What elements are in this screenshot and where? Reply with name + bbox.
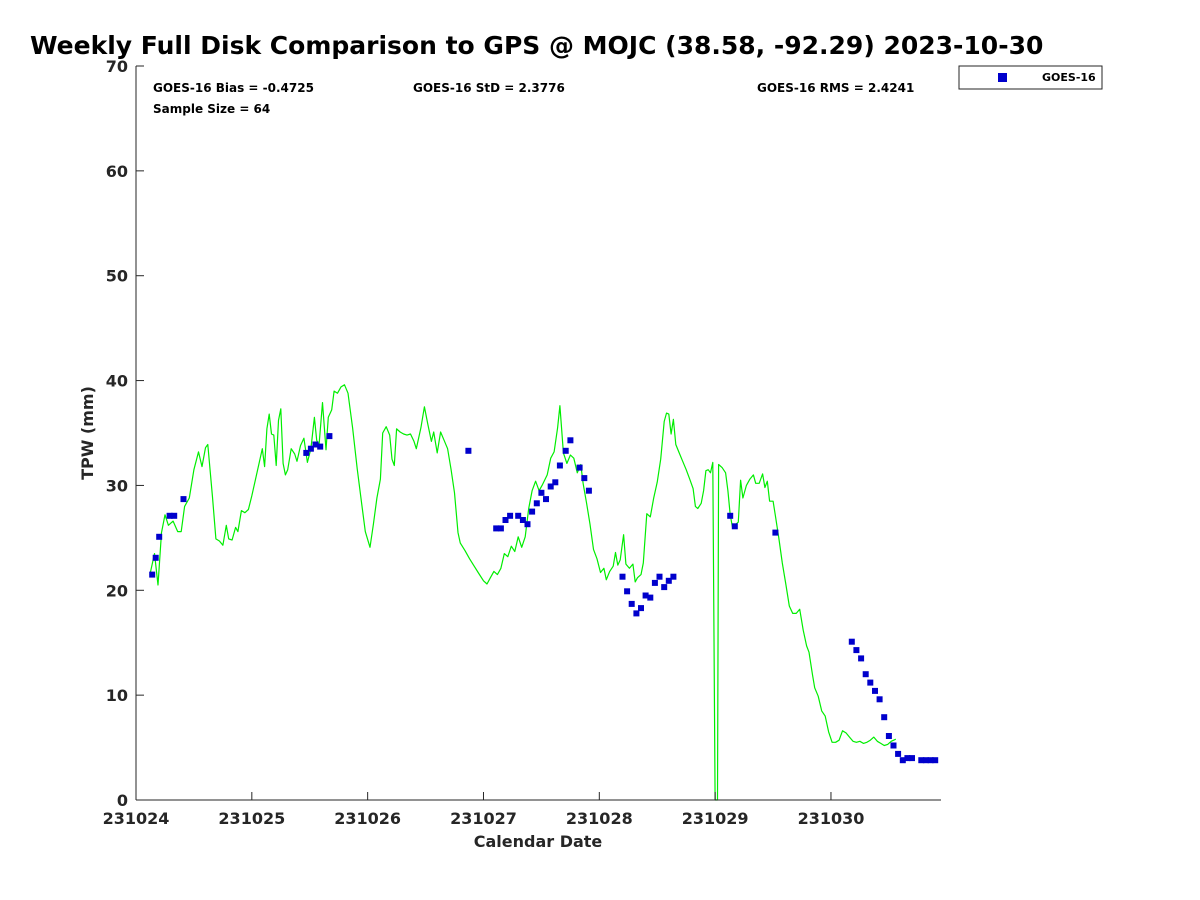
data-point-goes-16 bbox=[899, 757, 906, 764]
x-tick-label: 231027 bbox=[450, 809, 517, 828]
x-tick-label: 231030 bbox=[798, 809, 865, 828]
data-point-goes-16 bbox=[624, 588, 631, 595]
data-point-goes-16 bbox=[922, 757, 929, 764]
x-tick-label: 231024 bbox=[103, 809, 170, 828]
x-tick-label: 231029 bbox=[682, 809, 749, 828]
data-point-goes-16 bbox=[497, 525, 504, 532]
data-point-goes-16 bbox=[918, 757, 925, 764]
data-point-goes-16 bbox=[876, 696, 883, 703]
data-point-goes-16 bbox=[642, 592, 649, 599]
data-point-goes-16 bbox=[670, 573, 677, 580]
plot-area: 231024 231025 231026 231027 231028 231029 2310… bbox=[103, 57, 941, 828]
data-point-goes-16 bbox=[904, 755, 911, 762]
data-point-goes-16 bbox=[651, 579, 658, 586]
data-point-goes-16 bbox=[529, 508, 536, 515]
stat-bias: GOES-16 Bias = -0.4725 bbox=[153, 81, 314, 95]
data-point-goes-16 bbox=[581, 475, 588, 482]
data-point-goes-16 bbox=[647, 594, 654, 601]
data-point-goes-16 bbox=[932, 757, 939, 764]
data-point-goes-16 bbox=[576, 464, 583, 471]
y-tick-label: 60 bbox=[106, 162, 128, 181]
data-point-goes-16 bbox=[619, 573, 626, 580]
data-point-goes-16 bbox=[180, 496, 187, 503]
data-point-goes-16 bbox=[890, 742, 897, 749]
stat-std: GOES-16 StD = 2.3776 bbox=[413, 81, 565, 95]
data-point-goes-16 bbox=[152, 554, 159, 561]
data-point-goes-16 bbox=[507, 512, 514, 519]
data-point-goes-16 bbox=[638, 605, 644, 612]
data-point-goes-16 bbox=[633, 610, 640, 617]
data-point-goes-16 bbox=[727, 512, 734, 519]
data-point-goes-16 bbox=[538, 489, 545, 496]
data-point-goes-16 bbox=[848, 638, 855, 645]
data-point-goes-16 bbox=[665, 577, 672, 584]
legend-label-goes16: GOES-16 bbox=[1042, 71, 1096, 84]
ticks-layer: 231024 231025 231026 231027 231028 231029 2310… bbox=[103, 57, 865, 828]
data-point-goes-16 bbox=[317, 443, 324, 450]
data-point-goes-16 bbox=[661, 584, 668, 591]
legend: GOES-16 bbox=[958, 65, 1103, 90]
x-tick-label: 231028 bbox=[566, 809, 633, 828]
data-point-goes-16 bbox=[493, 525, 500, 532]
chart-title: Weekly Full Disk Comparison to GPS @ MOJ… bbox=[30, 31, 1043, 60]
stats-annotations: GOES-16 Bias = -0.4725 GOES-16 StD = 2.3… bbox=[153, 81, 914, 116]
data-point-goes-16 bbox=[171, 512, 178, 519]
data-point-goes-16 bbox=[858, 655, 865, 662]
data-point-goes-16 bbox=[533, 500, 540, 507]
data-point-goes-16 bbox=[312, 441, 319, 448]
data-point-goes-16 bbox=[853, 647, 860, 654]
stat-sample-size: Sample Size = 64 bbox=[153, 102, 270, 116]
data-point-goes-16 bbox=[502, 517, 509, 523]
data-point-goes-16 bbox=[562, 447, 569, 454]
data-point-goes-16 bbox=[867, 679, 874, 686]
y-tick-label: 10 bbox=[106, 686, 128, 705]
data-point-goes-16 bbox=[519, 517, 526, 523]
stat-rms: GOES-16 RMS = 2.4241 bbox=[757, 81, 914, 95]
legend-box bbox=[958, 65, 1103, 90]
data-point-goes-16 bbox=[552, 479, 559, 486]
y-tick-label: 30 bbox=[106, 476, 128, 495]
data-point-goes-16 bbox=[149, 571, 156, 578]
data-point-goes-16 bbox=[885, 733, 892, 739]
y-tick-label: 0 bbox=[117, 791, 128, 810]
y-tick-label: 50 bbox=[106, 267, 128, 286]
x-tick-label: 231026 bbox=[334, 809, 401, 828]
data-point-goes-16 bbox=[862, 671, 869, 678]
x-tick-label: 231025 bbox=[218, 809, 285, 828]
y-axis-label: TPW (mm) bbox=[78, 386, 97, 480]
data-point-goes-16 bbox=[524, 521, 531, 528]
data-point-goes-16 bbox=[628, 600, 635, 607]
data-point-goes-16 bbox=[909, 755, 915, 762]
data-point-goes-16 bbox=[772, 529, 779, 536]
data-point-goes-16 bbox=[881, 714, 888, 721]
data-point-goes-16 bbox=[656, 573, 663, 580]
x-axis-label: Calendar Date bbox=[474, 832, 603, 851]
data-point-goes-16 bbox=[872, 687, 878, 694]
plot-background bbox=[136, 66, 941, 800]
data-point-goes-16 bbox=[303, 449, 310, 456]
data-point-goes-16 bbox=[166, 512, 173, 519]
data-point-goes-16 bbox=[326, 433, 333, 440]
y-tick-label: 20 bbox=[106, 581, 128, 600]
data-point-goes-16 bbox=[556, 462, 563, 469]
y-tick-label: 40 bbox=[106, 372, 128, 391]
series-layer bbox=[149, 384, 939, 801]
data-point-goes-16 bbox=[543, 496, 549, 503]
data-point-goes-16 bbox=[927, 757, 934, 764]
y-tick-label: 70 bbox=[106, 57, 128, 76]
data-point-goes-16 bbox=[515, 512, 522, 519]
legend-marker-goes16 bbox=[998, 73, 1007, 82]
data-point-goes-16 bbox=[307, 445, 314, 452]
data-point-goes-16 bbox=[731, 523, 738, 530]
data-point-goes-16 bbox=[585, 487, 592, 494]
data-point-goes-16 bbox=[895, 750, 902, 757]
data-point-goes-16 bbox=[156, 533, 163, 540]
data-point-goes-16 bbox=[567, 437, 574, 444]
data-point-goes-16 bbox=[547, 483, 554, 490]
data-point-goes-16 bbox=[465, 447, 472, 454]
